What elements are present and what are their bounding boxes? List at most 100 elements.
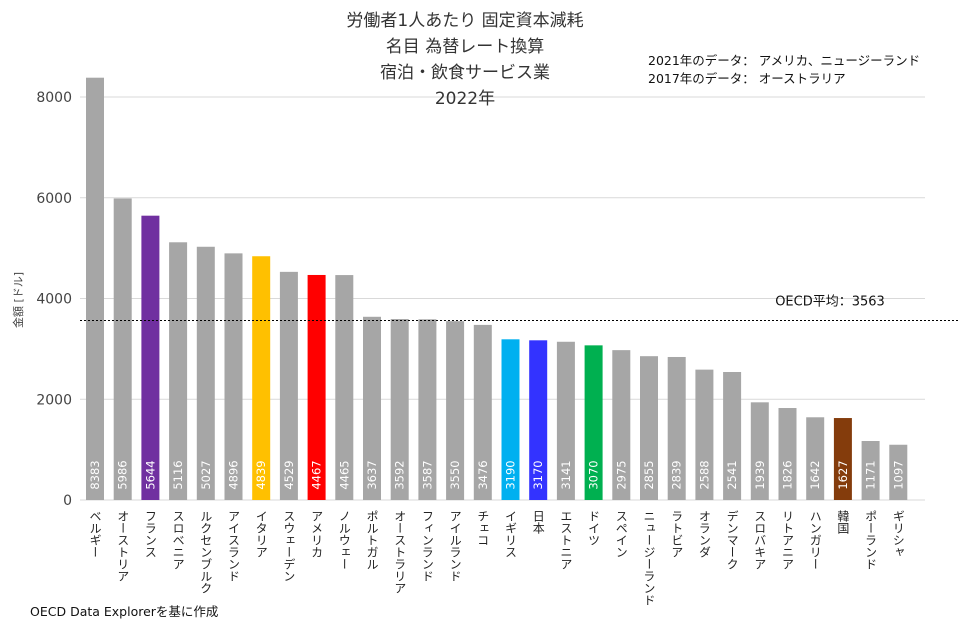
bar	[750, 402, 769, 500]
category-label: オーストリア	[116, 510, 130, 582]
chart-title: 労働者1人あたり 固定資本減耗 名目 為替レート換算 宿泊・飲食サービス業 20…	[346, 11, 583, 109]
category-label: スロバキア	[753, 510, 767, 570]
bar	[778, 408, 797, 500]
y-tick-label: 4000	[36, 292, 72, 308]
category-label: スペイン	[614, 510, 628, 558]
bar-value-label: 4529	[282, 460, 296, 489]
bar-value-label: 1642	[808, 460, 822, 489]
bar-value-label: 3637	[365, 460, 379, 489]
bar-value-label: 3190	[504, 460, 518, 489]
bar-value-label: 5986	[116, 460, 130, 489]
oecd-average-line: OECD平均：3563	[80, 295, 960, 322]
y-tick-label: 0	[63, 493, 72, 509]
category-label: アイスランド	[227, 510, 241, 582]
title-line-2: 名目 為替レート換算	[386, 37, 544, 57]
bar-value-label: 3141	[559, 460, 573, 489]
bar	[279, 271, 298, 500]
y-tick-label: 6000	[36, 191, 72, 207]
category-label: デンマーク	[725, 510, 739, 570]
bar-value-label: 2975	[614, 460, 628, 489]
bar-value-label: 1171	[864, 460, 878, 489]
bar	[612, 350, 631, 500]
category-label: スウェーデン	[282, 510, 296, 582]
bar	[363, 316, 381, 500]
bar	[196, 246, 215, 500]
category-label: 韓国	[836, 510, 850, 534]
bar-value-label: 5644	[143, 460, 157, 489]
category-label: フィンランド	[420, 510, 434, 582]
category-labels: ベルギー オーストリア フランス スロベニア ルクセンブルク アイスランド イタリア スウェー…	[88, 510, 905, 606]
bar	[556, 341, 575, 500]
bar-value-label: 1097	[891, 460, 905, 489]
title-line-1: 労働者1人あたり 固定資本減耗	[346, 11, 583, 31]
category-label: アメリカ	[310, 510, 324, 558]
category-label: エストニア	[559, 510, 573, 570]
note-line-2: 2017年のデータ： オーストラリア	[648, 71, 846, 86]
bar	[723, 371, 742, 500]
bar	[252, 256, 271, 500]
category-label: ポルトガル	[365, 510, 379, 570]
note-line-1: 2021年のデータ： アメリカ、ニュージーランド	[648, 53, 920, 68]
bar	[169, 242, 188, 500]
bar-value-label: 4467	[310, 460, 324, 489]
y-tick-label: 8000	[36, 90, 72, 106]
bar	[224, 253, 243, 500]
category-label: スロベニア	[171, 510, 185, 570]
bar	[640, 356, 658, 500]
y-tick-label: 2000	[36, 392, 72, 408]
bar	[806, 417, 825, 500]
category-label: ポーランド	[864, 510, 878, 570]
reference-line-label: OECD平均：3563	[775, 295, 885, 310]
bar	[667, 356, 686, 500]
bar-value-label: 1627	[836, 460, 850, 489]
bar	[335, 275, 354, 500]
category-label: ルクセンブルク	[199, 510, 213, 594]
bar	[584, 345, 603, 500]
bar	[695, 369, 714, 500]
bar-value-label: 3550	[448, 460, 462, 489]
bar	[86, 77, 104, 501]
bar-value-label: 1826	[781, 460, 795, 489]
bar-value-label: 4896	[227, 460, 241, 489]
bar-value-label: 4465	[337, 460, 351, 489]
bar-value-label: 5027	[199, 460, 213, 489]
bar	[446, 321, 465, 500]
bar-value-label: 2588	[697, 460, 711, 489]
category-label: ラトビア	[670, 510, 684, 558]
bar-value-label: 3476	[476, 460, 490, 489]
bar-value-label: 3592	[393, 460, 407, 489]
bar-value-label: 2541	[725, 460, 739, 489]
category-label: ギリシャ	[891, 510, 905, 558]
category-label: リトアニア	[781, 510, 795, 570]
bar	[113, 198, 132, 500]
category-label: フランス	[143, 510, 157, 558]
bar	[473, 324, 492, 500]
bar	[861, 441, 880, 500]
bar-value-label: 3070	[587, 460, 601, 489]
y-axis: 金額 [ドル] 0 2000 4000 6000 8000	[11, 90, 72, 509]
bar	[141, 215, 160, 500]
bar	[501, 339, 520, 500]
category-label: ノルウェー	[337, 510, 351, 570]
bar-value-label: 3170	[531, 460, 545, 489]
data-year-notes: 2021年のデータ： アメリカ、ニュージーランド 2017年のデータ： オースト…	[648, 53, 920, 86]
bar	[390, 319, 409, 500]
title-line-4: 2022年	[435, 89, 495, 109]
category-label: ドイツ	[587, 510, 601, 546]
source-note: OECD Data Explorerを基に作成	[30, 604, 218, 619]
bar	[889, 444, 908, 500]
bar	[418, 319, 437, 500]
category-label: イタリア	[254, 510, 268, 558]
category-label: 日本	[531, 510, 545, 535]
category-label: チェコ	[476, 510, 490, 546]
bar-value-label: 2839	[670, 460, 684, 489]
category-label: ベルギー	[88, 510, 102, 558]
bars: 8383 5986 5644 5116 5027 4896 4839 4529 4467 4465…	[86, 77, 908, 501]
bar-value-label: 4839	[254, 460, 268, 489]
bar-value-label: 1939	[753, 460, 767, 489]
y-axis-label: 金額 [ドル]	[11, 272, 25, 328]
category-label: アイルランド	[448, 510, 462, 582]
category-label: イギリス	[504, 510, 518, 558]
bar	[833, 418, 852, 500]
